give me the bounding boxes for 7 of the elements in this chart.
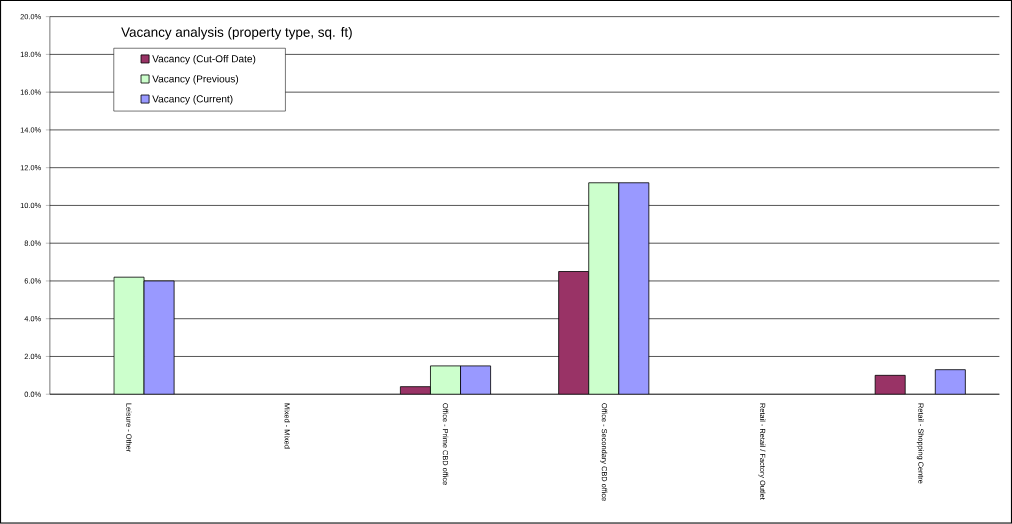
bar xyxy=(558,271,590,395)
legend-label: Vacancy (Current) xyxy=(152,95,233,105)
bar xyxy=(874,375,906,395)
legend-label: Vacancy (Cut-Off Date) xyxy=(152,55,256,65)
text: Vacancy analysis (property type, sq. ft) xyxy=(121,27,352,40)
legend-label: Vacancy (Previous) xyxy=(152,75,239,85)
bar xyxy=(934,369,966,395)
